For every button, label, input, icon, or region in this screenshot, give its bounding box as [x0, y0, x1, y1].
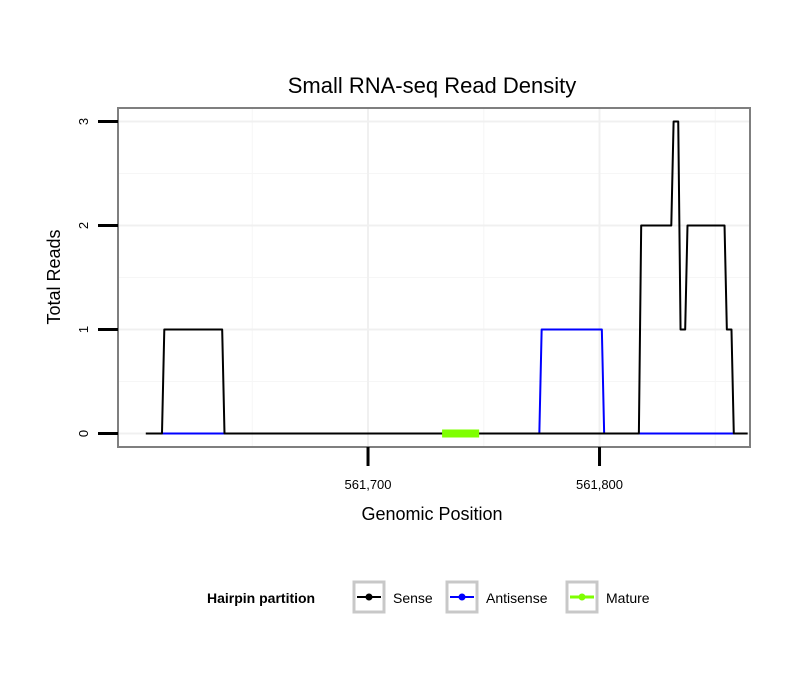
- legend-item-mature: Mature: [565, 580, 650, 614]
- plot-border: [117, 107, 751, 448]
- x-axis-title: Genomic Position: [361, 504, 502, 524]
- legend-key-point: [458, 593, 466, 601]
- y-tick-label: 2: [76, 222, 91, 229]
- legend-title: Hairpin partition: [207, 590, 315, 606]
- y-tick-label: 1: [76, 326, 91, 333]
- axes: 0 1 2 3 561,700 561,800: [76, 118, 623, 492]
- y-axis-title: Total Reads: [44, 229, 64, 324]
- x-tick-label: 561,800: [576, 477, 623, 492]
- x-tick-label: 561,700: [345, 477, 392, 492]
- chart-title: Small RNA-seq Read Density: [288, 73, 577, 98]
- legend: Hairpin partition Sense Antisense Mature: [207, 580, 650, 614]
- legend-key-point: [578, 593, 586, 601]
- y-tick-label: 0: [76, 430, 91, 437]
- series-layer: [145, 120, 748, 438]
- legend-label: Sense: [393, 590, 433, 606]
- legend-label: Mature: [606, 590, 650, 606]
- legend-label: Antisense: [486, 590, 548, 606]
- series-line-sense: [145, 120, 748, 435]
- y-tick-label: 3: [76, 118, 91, 125]
- legend-item-sense: Sense: [352, 580, 433, 614]
- legend-key-point: [365, 593, 373, 601]
- legend-item-antisense: Antisense: [445, 580, 548, 614]
